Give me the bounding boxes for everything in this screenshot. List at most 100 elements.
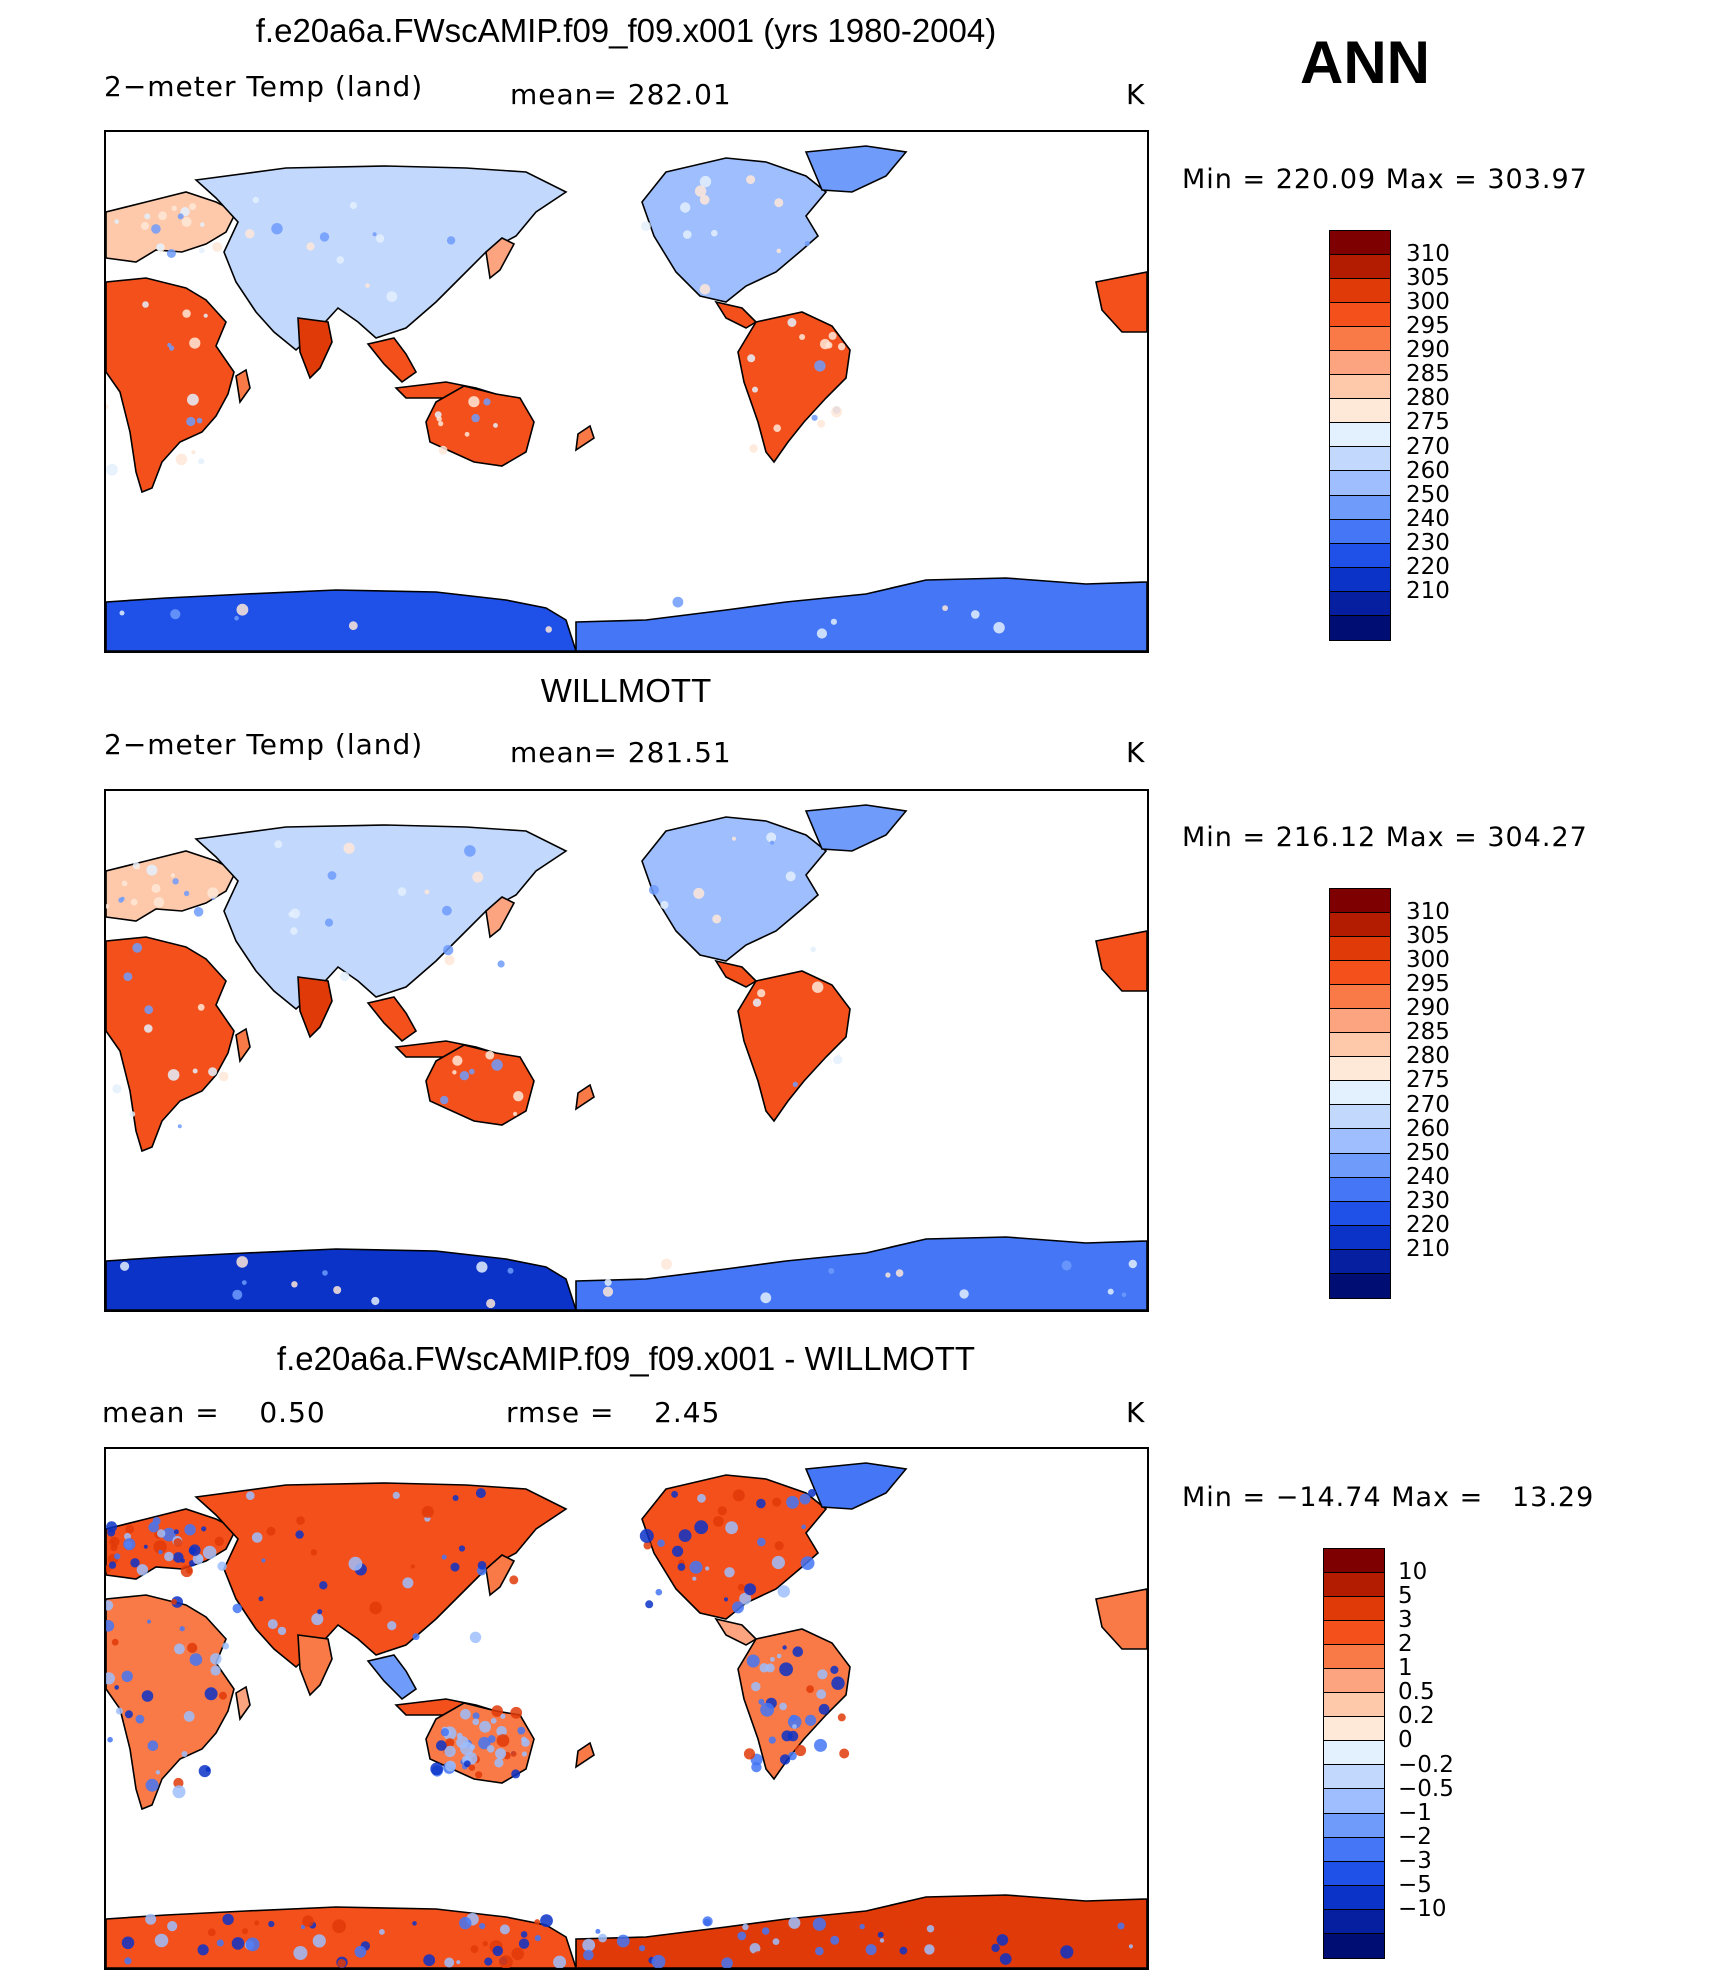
colorbar-cell <box>1330 1009 1390 1034</box>
panel2-title: WILLMOTT <box>540 672 712 709</box>
landmass-camerica <box>714 1617 758 1646</box>
field-speckle <box>343 842 355 854</box>
field-speckle <box>749 444 758 453</box>
field-speckle <box>162 1527 176 1542</box>
field-speckle <box>107 1528 116 1537</box>
field-speckle <box>173 1538 183 1547</box>
landmass-australia <box>425 1044 535 1126</box>
field-speckle <box>486 1745 495 1753</box>
field-speckle <box>942 605 948 611</box>
field-speckle <box>737 1931 747 1941</box>
field-speckle <box>582 1938 596 1952</box>
field-speckle <box>147 1619 151 1624</box>
field-speckle <box>171 1598 177 1605</box>
landmass-asia <box>194 165 568 352</box>
field-speckle <box>375 234 385 243</box>
field-speckle <box>459 1071 470 1081</box>
colorbar-tick-label: −0.5 <box>1398 1775 1454 1802</box>
field-speckle <box>491 1059 503 1071</box>
field-speckle <box>146 864 158 876</box>
field-speckle <box>817 419 826 428</box>
field-speckle <box>717 1506 727 1516</box>
colorbar-tick-label: 270 <box>1406 433 1450 460</box>
field-speckle <box>189 1544 201 1556</box>
colorbar-cell <box>1324 1693 1384 1718</box>
field-speckle <box>136 1564 149 1576</box>
field-speckle <box>452 1495 459 1501</box>
field-speckle <box>300 1924 306 1930</box>
field-speckle <box>290 908 300 919</box>
field-speckle <box>751 1761 762 1773</box>
field-speckle <box>332 1919 346 1934</box>
colorbar-cell <box>1330 495 1390 520</box>
field-speckle <box>484 1957 493 1966</box>
colorbar-tick-label: 210 <box>1406 1235 1450 1262</box>
field-speckle <box>697 1493 706 1503</box>
field-speckle <box>445 1738 455 1748</box>
field-speckle <box>258 1596 264 1602</box>
field-speckle <box>545 626 552 633</box>
landmass-westafrica-r <box>1095 271 1147 333</box>
colorbar-cell <box>1330 937 1390 962</box>
field-speckle <box>683 230 692 239</box>
field-speckle <box>207 1928 216 1937</box>
field-speckle <box>772 1938 780 1945</box>
field-speckle <box>114 1553 121 1560</box>
colorbar-cell <box>1330 303 1390 328</box>
field-speckle <box>197 1003 205 1011</box>
panel1-minmax: Min = 220.09 Max = 303.97 <box>1182 164 1588 195</box>
field-speckle <box>214 1536 224 1546</box>
panel1-variable-label: 2−meter Temp (land) <box>104 70 424 103</box>
colorbar-cell <box>1330 399 1390 424</box>
field-speckle <box>765 1663 775 1673</box>
colorbar-cell <box>1330 519 1390 544</box>
field-speckle <box>999 1953 1012 1965</box>
field-speckle <box>234 615 239 621</box>
field-speckle <box>207 887 219 899</box>
colorbar-cell <box>1324 1549 1384 1574</box>
field-speckle <box>711 229 718 237</box>
field-speckle <box>815 1957 823 1965</box>
field-speckle <box>482 1941 488 1947</box>
field-speckle <box>246 1491 255 1500</box>
field-speckle <box>387 1621 397 1631</box>
field-speckle <box>444 1745 456 1758</box>
field-speckle <box>779 1662 793 1677</box>
landmass-greenland <box>804 1462 908 1510</box>
field-speckle <box>814 1738 827 1752</box>
field-speckle <box>483 398 491 406</box>
field-speckle <box>492 1945 503 1957</box>
field-speckle <box>114 219 119 224</box>
field-speckle <box>761 1927 770 1935</box>
field-speckle <box>499 1924 510 1935</box>
field-speckle <box>236 603 249 616</box>
field-speckle <box>760 1702 775 1717</box>
field-speckle <box>158 211 167 221</box>
landmass-greenland <box>804 804 908 852</box>
field-speckle <box>772 1497 782 1507</box>
field-speckle <box>472 871 484 883</box>
field-speckle <box>145 1913 157 1925</box>
panel3-units-label: K <box>1126 1396 1146 1429</box>
field-speckle <box>777 1585 790 1598</box>
field-speckle <box>829 1926 835 1933</box>
field-speckle <box>317 1609 323 1615</box>
colorbar-cell <box>1330 591 1390 616</box>
landmass-madagascar <box>235 1027 251 1064</box>
field-speckle <box>1117 1922 1125 1930</box>
colorbar-tick-label: 240 <box>1406 505 1450 532</box>
field-speckle <box>216 1939 224 1947</box>
field-speckle <box>657 1539 665 1547</box>
field-speckle <box>423 1954 436 1967</box>
field-speckle <box>641 221 651 231</box>
colorbar-tick-label: 210 <box>1406 577 1450 604</box>
landmass-greenland <box>804 145 908 193</box>
field-speckle <box>788 1916 801 1929</box>
colorbar-cell <box>1330 1081 1390 1106</box>
field-speckle <box>268 1920 275 1928</box>
colorbar-tick-label: 310 <box>1406 899 1450 926</box>
colorbar-cell <box>1330 423 1390 448</box>
colorbar-tick-label: 275 <box>1406 1067 1450 1094</box>
field-speckle <box>464 845 476 857</box>
field-speckle <box>804 240 810 247</box>
